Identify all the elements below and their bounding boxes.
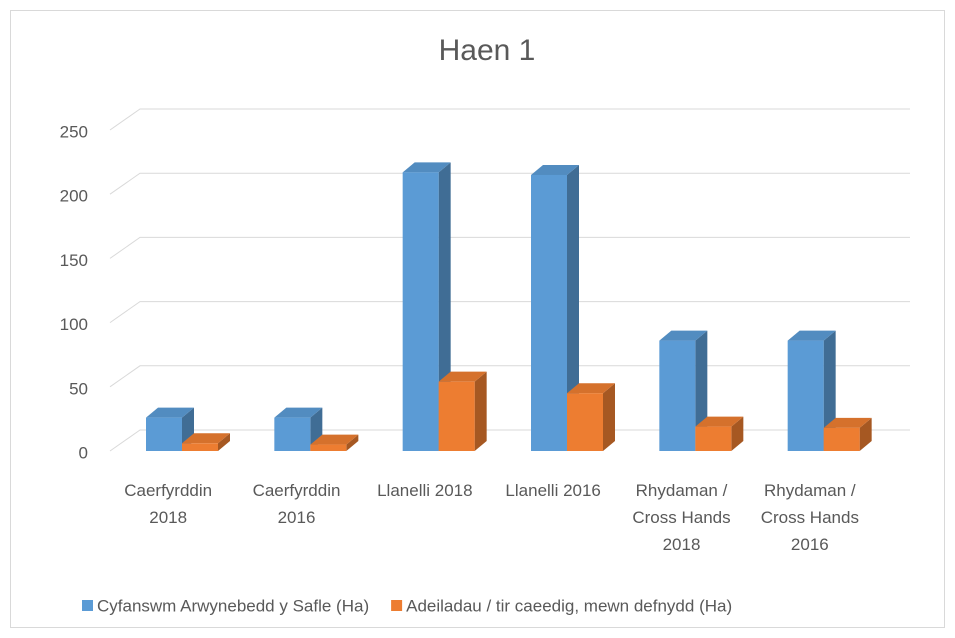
x-tick-label: Llanelli 2018 bbox=[377, 481, 472, 500]
bar-side bbox=[218, 433, 230, 451]
x-tick-label: Llanelli 2016 bbox=[505, 481, 600, 500]
bar-side bbox=[859, 417, 872, 451]
grid-line bbox=[109, 236, 910, 259]
y-tick-label: 50 bbox=[69, 379, 88, 398]
bar-front bbox=[438, 381, 475, 451]
bar-top bbox=[659, 330, 708, 341]
x-tick-label: Caerfyrddin 2018 bbox=[124, 481, 212, 527]
bar-top bbox=[567, 383, 615, 394]
bar-side bbox=[603, 383, 615, 451]
chart-border bbox=[10, 10, 945, 628]
bar bbox=[567, 383, 615, 451]
bar-top bbox=[146, 407, 194, 418]
x-tick-label: Caerfyrddin 2016 bbox=[253, 481, 341, 527]
bar-side bbox=[567, 164, 579, 451]
bar bbox=[310, 434, 359, 451]
bar-front bbox=[531, 174, 567, 451]
bar-front bbox=[695, 426, 732, 451]
x-tick-label: Rhydaman / Cross Hands 2016 bbox=[761, 481, 859, 554]
bar-top bbox=[310, 434, 359, 445]
y-tick-label: 150 bbox=[60, 251, 88, 270]
bar-top bbox=[182, 433, 230, 444]
bar-front bbox=[402, 172, 439, 451]
bar-front bbox=[182, 443, 218, 451]
bar-top bbox=[823, 417, 872, 428]
bar-front bbox=[787, 340, 824, 451]
bar-front bbox=[310, 444, 347, 451]
grid-line bbox=[109, 172, 910, 195]
bar-front bbox=[823, 427, 860, 451]
grid-line bbox=[109, 365, 910, 388]
bar-side bbox=[346, 434, 359, 451]
grid-line bbox=[109, 108, 910, 131]
bar-top bbox=[531, 164, 579, 175]
bar-side bbox=[474, 371, 487, 451]
bar bbox=[823, 417, 872, 451]
chart-title: Haen 1 bbox=[439, 34, 536, 67]
bar-top bbox=[402, 162, 451, 173]
bar bbox=[438, 371, 487, 451]
x-tick-label: Rhydaman / Cross Hands 2018 bbox=[632, 481, 730, 554]
bar-front bbox=[274, 417, 311, 451]
bar-side bbox=[731, 416, 744, 451]
grid-line bbox=[109, 301, 910, 324]
legend-label: Adeiladau / tir caeedig, mewn defnydd (H… bbox=[406, 596, 732, 615]
y-tick-label: 0 bbox=[79, 443, 88, 462]
bar-front bbox=[146, 417, 182, 451]
bar-top bbox=[787, 330, 836, 341]
y-tick-label: 100 bbox=[60, 315, 88, 334]
bar-front bbox=[567, 393, 603, 451]
y-tick-label: 200 bbox=[60, 187, 88, 206]
bar bbox=[695, 416, 744, 451]
bar bbox=[182, 433, 230, 451]
legend-label: Cyfanswm Arwynebedd y Safle (Ha) bbox=[97, 596, 369, 615]
bar-top bbox=[695, 416, 744, 427]
bar-top bbox=[438, 371, 487, 382]
legend-swatch bbox=[391, 600, 403, 611]
legend-swatch bbox=[82, 600, 93, 611]
bar-top bbox=[274, 407, 323, 418]
grid-line bbox=[109, 429, 910, 452]
bar bbox=[531, 164, 579, 451]
bar-front bbox=[659, 340, 696, 451]
bar bbox=[146, 407, 194, 451]
y-tick-label: 250 bbox=[60, 122, 88, 141]
